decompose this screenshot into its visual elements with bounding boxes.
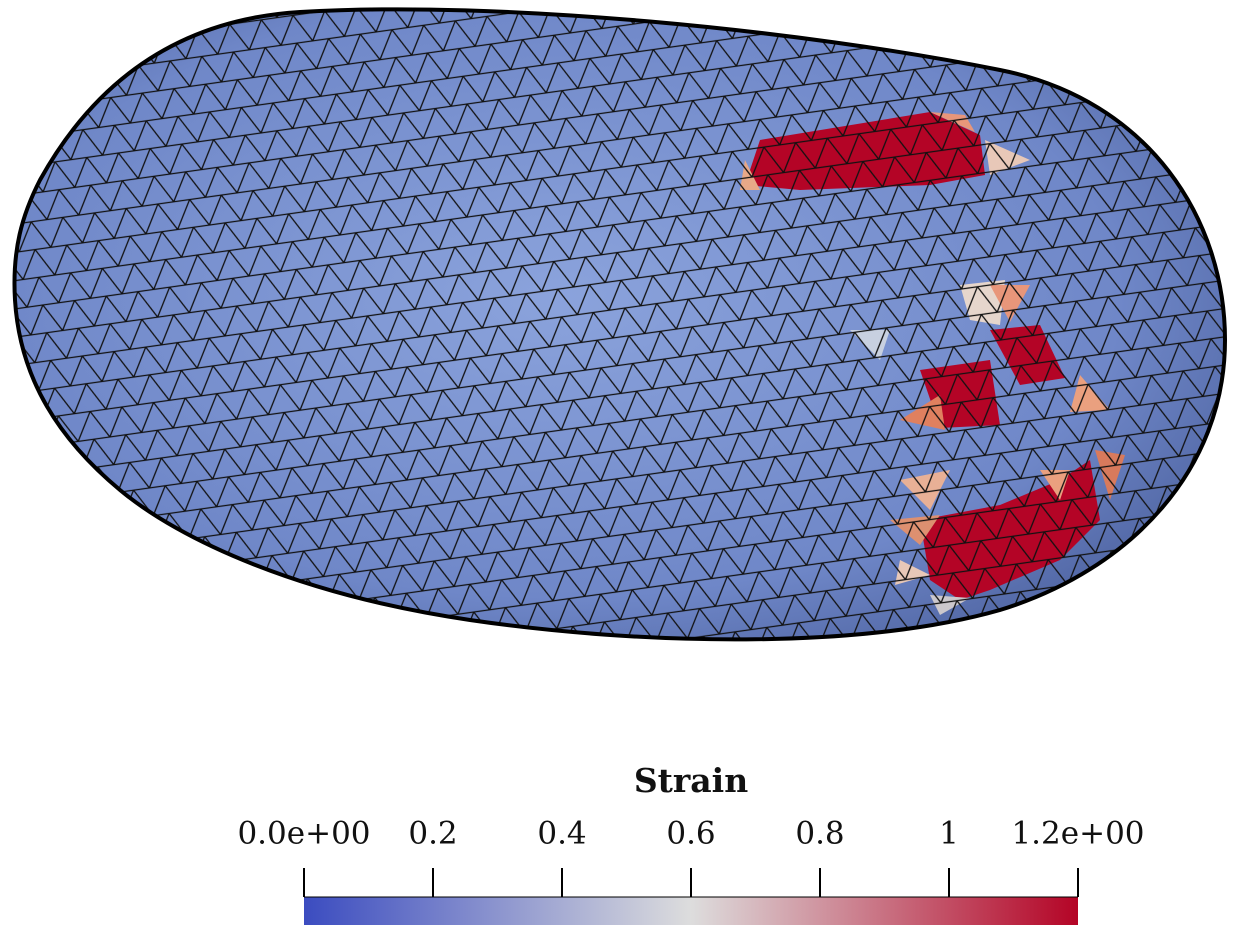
tick-label: 0.8 — [795, 816, 844, 852]
tick-label: 0.6 — [666, 816, 715, 852]
figure: Strain 0.0e+00 0.2 0.4 0.6 0.8 1 1.2e+00 — [0, 0, 1238, 929]
colorbar-title: Strain — [634, 761, 748, 800]
tick-label: 1.2e+00 — [1011, 816, 1144, 852]
tick-label: 1 — [939, 816, 959, 852]
mesh-body — [0, 0, 1238, 660]
tick-label: 0.4 — [537, 816, 586, 852]
tick-label: 0.2 — [408, 816, 457, 852]
colorbar — [304, 897, 1078, 925]
tick-label: 0.0e+00 — [237, 816, 370, 852]
